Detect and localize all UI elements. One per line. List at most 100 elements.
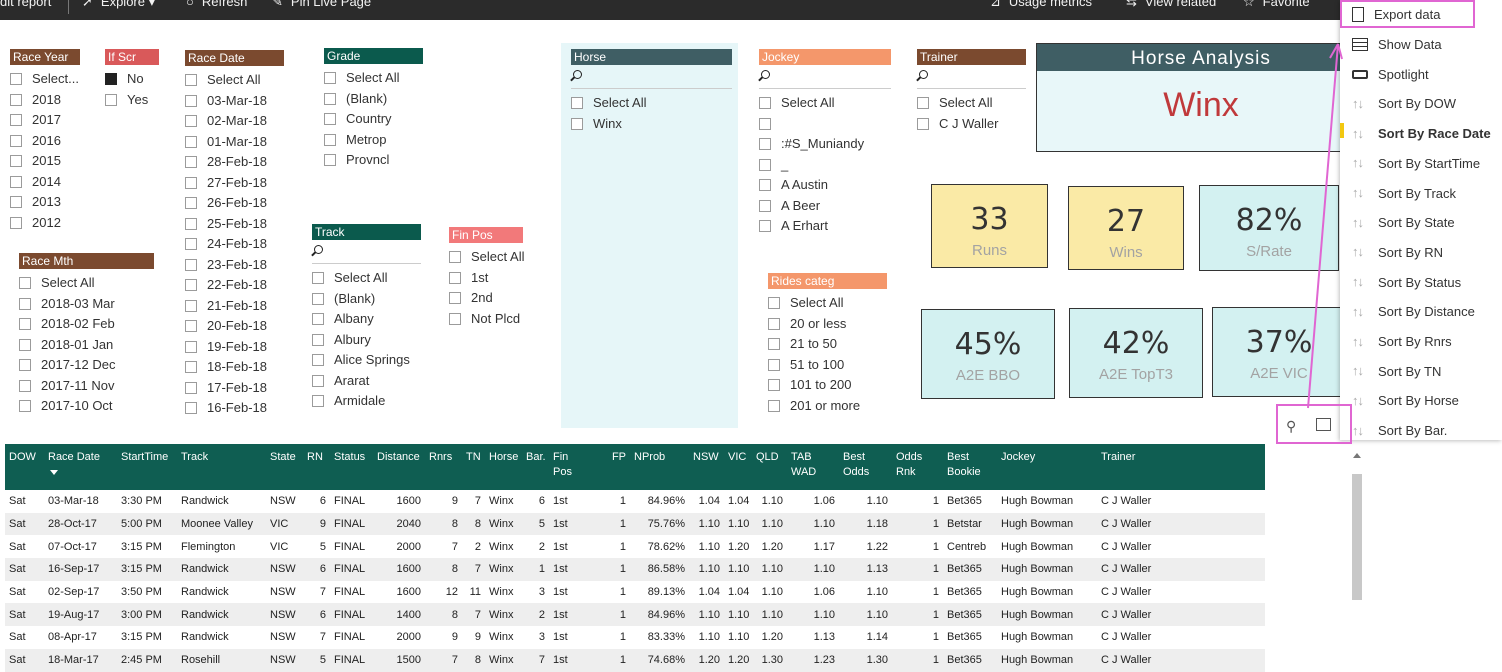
column-header[interactable]: DOW xyxy=(9,451,36,463)
checkbox[interactable] xyxy=(449,292,461,305)
table-row[interactable]: Sat 08-Apr-17 3:15 PM Randwick NSW 7 FINAL 2000… xyxy=(5,626,1265,649)
slicer-item[interactable]: 21 to 50 xyxy=(768,334,887,355)
checkbox[interactable] xyxy=(19,338,31,351)
column-header[interactable]: Status xyxy=(334,451,366,463)
column-header[interactable]: State xyxy=(270,451,296,463)
explore-button[interactable]: ➚ Explore ▾ xyxy=(82,0,155,10)
slicer-item[interactable]: 2018-01 Jan xyxy=(19,335,154,356)
checkbox[interactable] xyxy=(10,134,22,147)
favorite-button[interactable]: ☆ Favorite xyxy=(1243,0,1310,10)
checkbox[interactable] xyxy=(449,251,461,264)
menu-item-sort-by-bar[interactable]: ↑↓ Sort By Bar. xyxy=(1340,416,1502,446)
checkbox[interactable] xyxy=(312,395,324,408)
slicer-item[interactable]: 01-Mar-18 xyxy=(185,132,284,153)
slicer-item[interactable]: 1st xyxy=(449,268,523,289)
checkbox[interactable] xyxy=(10,73,22,86)
table-row[interactable]: Sat 02-Sep-17 3:50 PM Randwick NSW 7 FINAL 1600… xyxy=(5,581,1265,604)
checkbox[interactable] xyxy=(19,400,31,413)
slicer-item[interactable]: Select All xyxy=(449,247,524,268)
slicer-search-input[interactable] xyxy=(759,69,891,89)
checkbox[interactable] xyxy=(185,197,197,210)
slicer-item[interactable]: 51 to 100 xyxy=(768,355,887,376)
column-header[interactable]: NProb xyxy=(634,451,666,463)
slicer-item[interactable]: Armidale xyxy=(312,391,421,412)
slicer-item[interactable]: 201 or more xyxy=(768,396,887,417)
checkbox[interactable] xyxy=(10,93,22,106)
column-header[interactable]: TAB WAD xyxy=(791,451,817,478)
checkbox[interactable] xyxy=(185,94,197,107)
slicer-item[interactable]: Metrop xyxy=(324,130,423,151)
menu-item-export-data[interactable]: Export data xyxy=(1340,0,1502,30)
checkbox[interactable] xyxy=(759,179,771,192)
checkbox[interactable] xyxy=(10,196,22,209)
column-header[interactable]: Track xyxy=(181,451,209,463)
checkbox[interactable] xyxy=(185,238,197,251)
checkbox[interactable] xyxy=(312,313,324,326)
column-header[interactable]: NSW xyxy=(693,451,719,463)
slicer-item[interactable]: 2018-02 Feb xyxy=(19,314,154,335)
slicer-item[interactable]: A Erhart xyxy=(759,216,891,237)
scroll-up-icon[interactable] xyxy=(1353,453,1361,458)
menu-item-sort-by-horse[interactable]: ↑↓ Sort By Horse xyxy=(1340,386,1502,416)
slicer-item[interactable]: Albany xyxy=(312,309,421,330)
slicer-item[interactable]: 2017-10 Oct xyxy=(19,396,154,417)
slicer-item[interactable]: Select All xyxy=(185,70,284,91)
column-header[interactable]: FP xyxy=(611,451,626,463)
checkbox[interactable] xyxy=(185,135,197,148)
slicer-item[interactable]: (Blank) xyxy=(312,289,421,310)
checkbox[interactable] xyxy=(768,317,780,330)
checkbox[interactable] xyxy=(185,381,197,394)
menu-item-spotlight[interactable]: Spotlight xyxy=(1340,59,1502,89)
slicer-item[interactable]: 22-Feb-18 xyxy=(185,275,284,296)
slicer-item[interactable]: Provncl xyxy=(324,150,423,171)
slicer-item[interactable] xyxy=(759,114,891,135)
menu-item-sort-by-track[interactable]: ↑↓ Sort By Track xyxy=(1340,178,1502,208)
slicer-item[interactable]: Select All xyxy=(571,93,732,114)
slicer-item[interactable]: 03-Mar-18 xyxy=(185,91,284,112)
slicer-item[interactable]: 20 or less xyxy=(768,314,887,335)
slicer-item[interactable]: 2018 xyxy=(10,90,80,111)
slicer-item[interactable]: Albury xyxy=(312,330,421,351)
slicer-item[interactable]: 02-Mar-18 xyxy=(185,111,284,132)
slicer-item[interactable]: Not Plcd xyxy=(449,309,523,330)
checkbox[interactable] xyxy=(324,113,336,126)
checkbox[interactable] xyxy=(19,379,31,392)
checkbox[interactable] xyxy=(10,175,22,188)
slicer-item[interactable]: 27-Feb-18 xyxy=(185,173,284,194)
slicer-item[interactable]: 28-Feb-18 xyxy=(185,152,284,173)
checkbox[interactable] xyxy=(185,299,197,312)
table-row[interactable]: Sat 19-Aug-17 3:00 PM Randwick NSW 6 FINAL 1400… xyxy=(5,603,1265,627)
checkbox[interactable] xyxy=(10,114,22,127)
checkbox[interactable] xyxy=(10,216,22,229)
column-header[interactable]: TN xyxy=(466,451,481,463)
checkbox[interactable] xyxy=(768,399,780,412)
checkbox[interactable] xyxy=(571,117,583,130)
slicer-item[interactable]: 2017-12 Dec xyxy=(19,355,154,376)
checkbox[interactable] xyxy=(185,258,197,271)
table-row[interactable]: Sat 07-Oct-17 3:15 PM Flemington VIC 5 FINAL 20… xyxy=(5,535,1265,558)
slicer-item[interactable]: :#S_Muniandy xyxy=(759,134,891,155)
slicer-item[interactable]: 25-Feb-18 xyxy=(185,214,284,235)
checkbox[interactable] xyxy=(917,97,929,110)
checkbox[interactable] xyxy=(19,277,31,290)
menu-item-sort-by-dow[interactable]: ↑↓ Sort By DOW xyxy=(1340,89,1502,119)
slicer-item[interactable]: C J Waller xyxy=(917,114,1026,135)
menu-item-sort-by-tn[interactable]: ↑↓ Sort By TN xyxy=(1340,356,1502,386)
checkbox[interactable] xyxy=(768,338,780,351)
slicer-item[interactable]: 18-Feb-18 xyxy=(185,357,284,378)
checkbox[interactable] xyxy=(324,154,336,167)
checkbox[interactable] xyxy=(768,379,780,392)
checkbox[interactable] xyxy=(185,279,197,292)
checkbox[interactable] xyxy=(185,402,197,415)
checkbox[interactable] xyxy=(449,312,461,325)
checkbox[interactable] xyxy=(312,292,324,305)
slicer-item[interactable]: 2014 xyxy=(10,172,80,193)
column-header[interactable]: RN xyxy=(307,451,323,463)
slicer-item[interactable]: Select All xyxy=(759,93,891,114)
column-header[interactable]: VIC xyxy=(728,451,747,463)
checkbox[interactable] xyxy=(185,340,197,353)
slicer-item[interactable]: A Beer xyxy=(759,196,891,217)
slicer-item[interactable]: Select All xyxy=(312,268,421,289)
checkbox[interactable] xyxy=(571,97,583,110)
slicer-item[interactable]: Select All xyxy=(917,93,1026,114)
